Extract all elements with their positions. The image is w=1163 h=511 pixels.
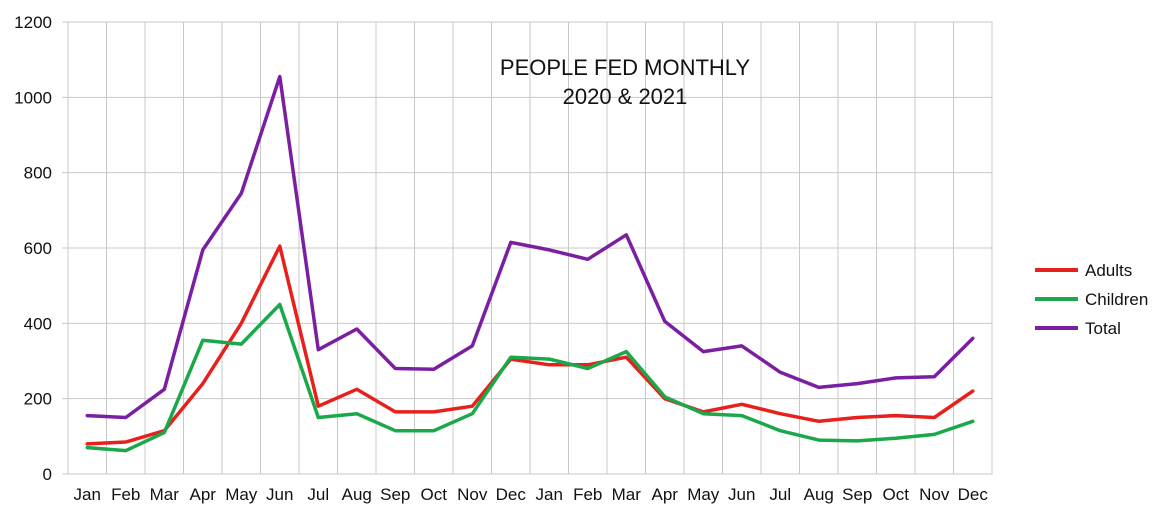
x-tick-label: Jun (728, 485, 755, 504)
x-tick-label: Nov (457, 485, 488, 504)
legend-label: Children (1085, 290, 1148, 309)
x-tick-label: Jan (74, 485, 101, 504)
x-tick-label: Aug (342, 485, 372, 504)
x-tick-label: Nov (919, 485, 950, 504)
x-tick-label: Jun (266, 485, 293, 504)
x-tick-label: Feb (573, 485, 602, 504)
x-tick-label: Jan (536, 485, 563, 504)
x-tick-label: Mar (612, 485, 642, 504)
x-tick-label: Dec (958, 485, 989, 504)
x-tick-label: Dec (496, 485, 527, 504)
x-tick-label: May (687, 485, 720, 504)
x-tick-label: Sep (380, 485, 410, 504)
y-tick-label: 0 (43, 465, 52, 484)
x-tick-label: Sep (842, 485, 872, 504)
y-tick-label: 1200 (14, 13, 52, 32)
x-tick-label: Oct (421, 485, 448, 504)
y-tick-label: 400 (24, 314, 52, 333)
x-tick-label: Aug (804, 485, 834, 504)
axes: 0 200 400 600 800 1000 1200 Jan Feb Mar Apr May Jun J… (14, 13, 988, 504)
x-tick-label: May (225, 485, 258, 504)
chart-subtitle: 2020 & 2021 (563, 84, 688, 109)
y-tick-label: 1000 (14, 88, 52, 107)
x-tick-label: Mar (150, 485, 180, 504)
legend-label: Adults (1085, 261, 1132, 280)
x-tick-label: Apr (652, 485, 679, 504)
chart-title: PEOPLE FED MONTHLY (500, 55, 751, 80)
gridlines (62, 21, 993, 475)
legend-label: Total (1085, 319, 1121, 338)
x-tick-label: Jul (307, 485, 329, 504)
x-tick-label: Feb (111, 485, 140, 504)
x-tick-label: Apr (190, 485, 217, 504)
x-tick-label: Jul (769, 485, 791, 504)
series-line-adults (85, 244, 975, 446)
series-line-total (85, 74, 975, 420)
series-line-children (85, 302, 975, 453)
series-lines (85, 74, 975, 453)
legend: Adults Children Total (1035, 261, 1148, 338)
x-tick-label: Oct (883, 485, 910, 504)
y-tick-label: 800 (24, 164, 52, 183)
y-tick-label: 600 (24, 239, 52, 258)
y-tick-label: 200 (24, 390, 52, 409)
